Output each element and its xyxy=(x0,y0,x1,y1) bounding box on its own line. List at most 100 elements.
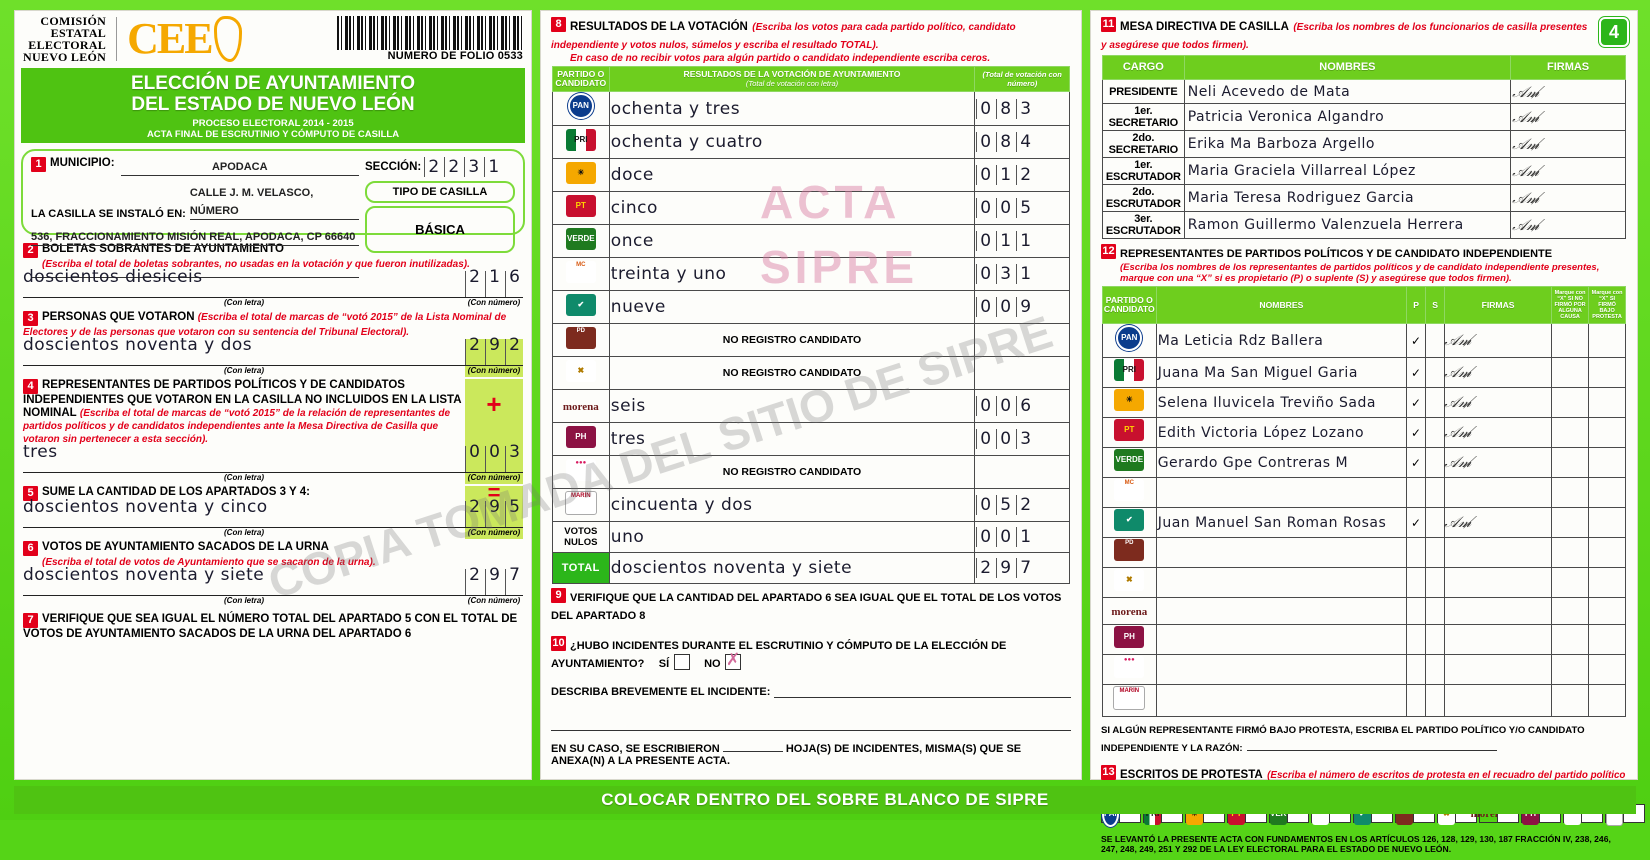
representante-signature[interactable]: 𝒜𝓂̸ xyxy=(1442,323,1553,358)
signature-mark[interactable]: 𝒜𝓂̸ xyxy=(1442,393,1477,411)
bajo-protesta-check[interactable] xyxy=(1588,387,1627,418)
representante-name[interactable]: Selena Iluvicela Treviño Sada xyxy=(1157,394,1376,411)
signature-mark[interactable]: 𝒜𝓂̸ xyxy=(1510,162,1545,180)
address-line-1[interactable]: CALLE J. M. VELASCO, NÚMERO xyxy=(189,187,314,217)
no-firmo-check[interactable] xyxy=(1551,477,1590,508)
representante-signature[interactable] xyxy=(1444,684,1553,717)
no-firmo-check[interactable] xyxy=(1551,654,1590,685)
bajo-protesta-check[interactable] xyxy=(1588,477,1627,508)
representante-name[interactable]: Ma Leticia Rdz Ballera xyxy=(1157,332,1324,349)
signature-mark[interactable]: 𝒜𝓂̸ xyxy=(1442,453,1477,471)
signature-mark[interactable]: 𝒜𝓂̸ xyxy=(1510,216,1545,234)
section-5-answer-digits[interactable]: 2 9 5 xyxy=(465,499,523,528)
propietario-check[interactable] xyxy=(1406,477,1427,508)
section-4-answer-digits[interactable]: 0 0 3 xyxy=(465,444,523,473)
no-firmo-check[interactable] xyxy=(1551,507,1590,538)
representante-signature[interactable]: 𝒜𝓂̸ xyxy=(1442,357,1553,388)
votos-nulos-letters[interactable]: uno xyxy=(610,527,645,547)
funcionario-signature[interactable]: 𝒜𝓂̸ xyxy=(1510,211,1627,239)
bajo-protesta-check[interactable] xyxy=(1588,323,1627,358)
funcionario-signature[interactable]: 𝒜𝓂̸ xyxy=(1510,184,1627,212)
representante-signature[interactable] xyxy=(1444,597,1553,625)
municipio-value[interactable]: APODACA xyxy=(211,161,268,173)
suplente-check[interactable] xyxy=(1425,537,1446,568)
sheets-count-input[interactable] xyxy=(722,751,783,752)
signature-mark[interactable]: 𝒜𝓂̸ xyxy=(1510,108,1545,126)
propietario-check[interactable]: ✓ xyxy=(1406,387,1427,418)
no-firmo-check[interactable] xyxy=(1551,417,1590,448)
vote-letters[interactable]: seis xyxy=(610,396,646,416)
bajo-protesta-check[interactable] xyxy=(1588,567,1627,598)
suplente-check[interactable] xyxy=(1425,447,1446,478)
no-firmo-check[interactable] xyxy=(1551,684,1590,717)
bajo-protesta-check[interactable] xyxy=(1588,624,1627,655)
propietario-check[interactable] xyxy=(1406,624,1427,655)
section-6-answer-digits[interactable]: 2 9 7 xyxy=(465,567,523,596)
propietario-check[interactable]: ✓ xyxy=(1406,507,1427,538)
propietario-check[interactable]: ✓ xyxy=(1406,323,1427,358)
address-line-2[interactable]: 536, FRACCIONAMIENTO MISIÓN REAL, APODAC… xyxy=(31,231,356,243)
funcionario-name[interactable]: Patricia Veronica Algandro xyxy=(1187,109,1385,125)
suplente-check[interactable] xyxy=(1425,624,1446,655)
bajo-protesta-check[interactable] xyxy=(1588,684,1627,717)
suplente-check[interactable] xyxy=(1425,684,1446,717)
propietario-check[interactable]: ✓ xyxy=(1406,357,1427,388)
bajo-protesta-check[interactable] xyxy=(1588,447,1627,478)
suplente-check[interactable] xyxy=(1425,597,1446,625)
funcionario-name[interactable]: Maria Teresa Rodriguez Garcia xyxy=(1187,190,1415,206)
funcionario-name[interactable]: Neli Acevedo de Mata xyxy=(1187,83,1351,100)
vote-letters[interactable]: cincuenta y dos xyxy=(610,495,753,515)
section-2-answer-letters[interactable]: doscientos diesiceis xyxy=(23,267,203,287)
suplente-check[interactable] xyxy=(1425,507,1446,538)
signature-mark[interactable]: 𝒜𝓂̸ xyxy=(1442,331,1477,349)
no-checkbox[interactable] xyxy=(725,650,742,670)
tipo-casilla-value[interactable]: BÁSICA xyxy=(365,206,515,253)
describe-incident-input[interactable] xyxy=(774,697,1071,698)
bajo-protesta-check[interactable] xyxy=(1588,417,1627,448)
vote-letters[interactable]: cinco xyxy=(610,198,658,218)
propietario-check[interactable] xyxy=(1406,597,1427,625)
representante-signature[interactable]: 𝒜𝓂̸ xyxy=(1442,447,1553,478)
suplente-check[interactable] xyxy=(1425,387,1446,418)
suplente-check[interactable] xyxy=(1425,323,1446,358)
funcionario-name[interactable]: Maria Graciela Villarreal López xyxy=(1187,163,1416,179)
no-firmo-check[interactable] xyxy=(1551,447,1590,478)
votos-nulos-digits[interactable]: 0 0 1 xyxy=(976,527,1068,547)
bajo-protesta-check[interactable] xyxy=(1588,654,1627,685)
representante-signature[interactable] xyxy=(1444,567,1553,598)
no-firmo-check[interactable] xyxy=(1551,323,1590,358)
section-4-answer-letters[interactable]: tres xyxy=(23,442,58,462)
representante-signature[interactable]: 𝒜𝓂̸ xyxy=(1442,387,1553,418)
representante-signature[interactable]: 𝒜𝓂̸ xyxy=(1442,507,1553,538)
funcionario-signature[interactable]: 𝒜𝓂̸ xyxy=(1510,79,1627,104)
suplente-check[interactable] xyxy=(1425,357,1446,388)
seccion-digits[interactable]: 2 2 3 1 xyxy=(424,157,502,177)
total-digits[interactable]: 2 9 7 xyxy=(976,558,1068,578)
vote-letters[interactable]: treinta y uno xyxy=(610,264,727,284)
representante-signature[interactable] xyxy=(1444,477,1553,508)
si-checkbox[interactable] xyxy=(673,654,690,670)
representante-signature[interactable]: 𝒜𝓂̸ xyxy=(1442,417,1553,448)
no-firmo-check[interactable] xyxy=(1551,624,1590,655)
section-6-answer-letters[interactable]: doscientos noventa y siete xyxy=(23,565,265,585)
representante-name[interactable]: Edith Victoria López Lozano xyxy=(1157,424,1365,441)
signature-mark[interactable]: 𝒜𝓂̸ xyxy=(1510,135,1545,153)
representante-name[interactable]: Juana Ma San Miguel Garia xyxy=(1157,364,1358,381)
signature-mark[interactable]: 𝒜𝓂̸ xyxy=(1442,363,1477,381)
section-5-answer-letters[interactable]: doscientos noventa y cinco xyxy=(23,497,268,517)
signature-mark[interactable]: 𝒜𝓂̸ xyxy=(1510,189,1545,207)
vote-letters[interactable]: tres xyxy=(610,429,646,449)
bajo-protesta-check[interactable] xyxy=(1588,357,1627,388)
representante-name[interactable]: Juan Manuel San Roman Rosas xyxy=(1157,514,1387,531)
representante-signature[interactable] xyxy=(1444,624,1553,655)
section-3-answer-letters[interactable]: doscientos noventa y dos xyxy=(23,335,253,355)
bajo-protesta-check[interactable] xyxy=(1588,507,1627,538)
suplente-check[interactable] xyxy=(1425,477,1446,508)
funcionario-name[interactable]: Ramon Guillermo Valenzuela Herrera xyxy=(1187,217,1464,233)
propietario-check[interactable] xyxy=(1406,537,1427,568)
